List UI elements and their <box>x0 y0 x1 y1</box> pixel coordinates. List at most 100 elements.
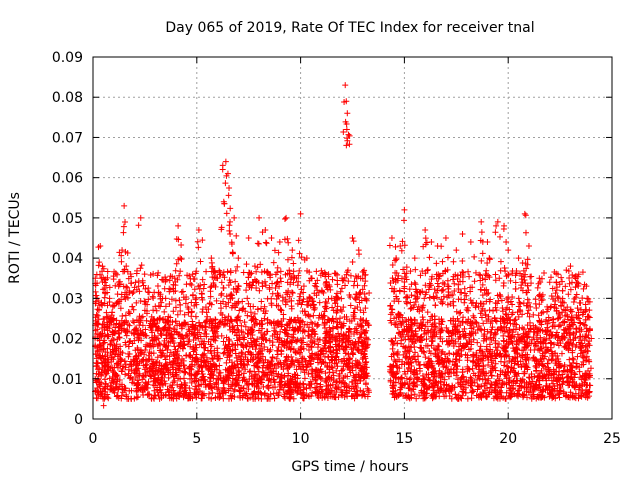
data-point <box>331 360 338 367</box>
data-point <box>552 350 559 357</box>
data-point <box>478 286 485 293</box>
data-point <box>582 316 589 323</box>
data-point <box>109 364 116 371</box>
data-point <box>125 395 132 402</box>
data-point <box>387 368 394 375</box>
data-point <box>174 322 181 329</box>
data-point <box>552 334 559 341</box>
data-point <box>520 326 527 333</box>
data-point <box>460 386 467 393</box>
data-point <box>580 354 587 361</box>
data-point <box>245 326 252 333</box>
data-point <box>569 347 576 354</box>
data-point <box>250 356 257 363</box>
data-point <box>189 361 196 368</box>
data-point <box>347 272 354 279</box>
data-point <box>420 302 427 309</box>
data-point <box>533 305 540 312</box>
data-point <box>444 301 451 308</box>
data-point <box>390 378 397 385</box>
data-point <box>144 391 151 398</box>
data-point <box>209 372 216 379</box>
data-point <box>582 344 589 351</box>
data-point <box>514 351 521 358</box>
data-point <box>410 386 417 393</box>
data-point <box>345 337 352 344</box>
data-point <box>199 276 206 283</box>
data-point <box>184 340 191 347</box>
data-point <box>128 387 135 394</box>
data-point <box>313 385 320 392</box>
data-point <box>459 369 466 376</box>
data-point <box>579 333 586 340</box>
data-point <box>502 395 509 402</box>
data-point <box>405 393 412 400</box>
data-point <box>506 327 513 334</box>
data-point <box>129 303 136 310</box>
data-point <box>542 387 549 394</box>
data-point <box>119 386 126 393</box>
data-point <box>170 308 177 315</box>
data-point <box>570 298 577 305</box>
data-point <box>472 304 479 311</box>
data-point <box>170 387 177 394</box>
data-point <box>432 378 439 385</box>
data-point <box>457 379 464 386</box>
data-point <box>141 386 148 393</box>
data-point <box>103 323 110 330</box>
data-point <box>444 328 451 335</box>
data-point <box>512 279 519 286</box>
data-point <box>162 356 169 363</box>
data-point <box>537 339 544 346</box>
data-point <box>153 307 160 314</box>
data-point <box>559 309 566 316</box>
data-point <box>247 356 254 363</box>
data-point <box>341 393 348 400</box>
data-point <box>574 314 581 321</box>
data-point <box>578 340 585 347</box>
data-point <box>304 267 311 274</box>
data-point <box>523 394 530 401</box>
data-point <box>93 292 100 299</box>
data-point <box>423 371 430 378</box>
data-point <box>171 328 178 335</box>
data-point <box>342 389 349 396</box>
data-point <box>341 346 348 353</box>
data-point <box>332 394 339 401</box>
data-point <box>323 348 330 355</box>
data-point <box>135 379 142 386</box>
data-point <box>244 395 251 402</box>
data-point <box>283 338 290 345</box>
data-point <box>394 348 401 355</box>
data-point <box>325 316 332 323</box>
data-point <box>405 384 412 391</box>
data-point <box>221 320 228 327</box>
data-point <box>576 339 583 346</box>
data-point <box>441 281 448 288</box>
data-point <box>272 284 279 291</box>
data-point <box>218 290 225 297</box>
data-point <box>479 369 486 376</box>
data-point <box>143 317 150 324</box>
data-point <box>305 332 312 339</box>
data-point <box>236 332 243 339</box>
data-point <box>267 362 274 369</box>
data-point <box>309 373 316 380</box>
data-point <box>546 332 553 339</box>
data-point <box>552 332 559 339</box>
data-point <box>93 395 100 402</box>
data-point <box>532 363 539 370</box>
data-point <box>274 331 281 338</box>
data-point <box>292 387 299 394</box>
data-point <box>419 314 426 321</box>
data-point <box>190 336 197 343</box>
data-point <box>358 364 365 371</box>
data-point <box>332 270 339 277</box>
data-point <box>425 327 432 334</box>
data-point <box>432 324 439 331</box>
data-point <box>100 402 107 409</box>
data-point <box>220 385 227 392</box>
data-point <box>96 366 103 373</box>
data-point <box>482 276 489 283</box>
data-point <box>288 289 295 296</box>
